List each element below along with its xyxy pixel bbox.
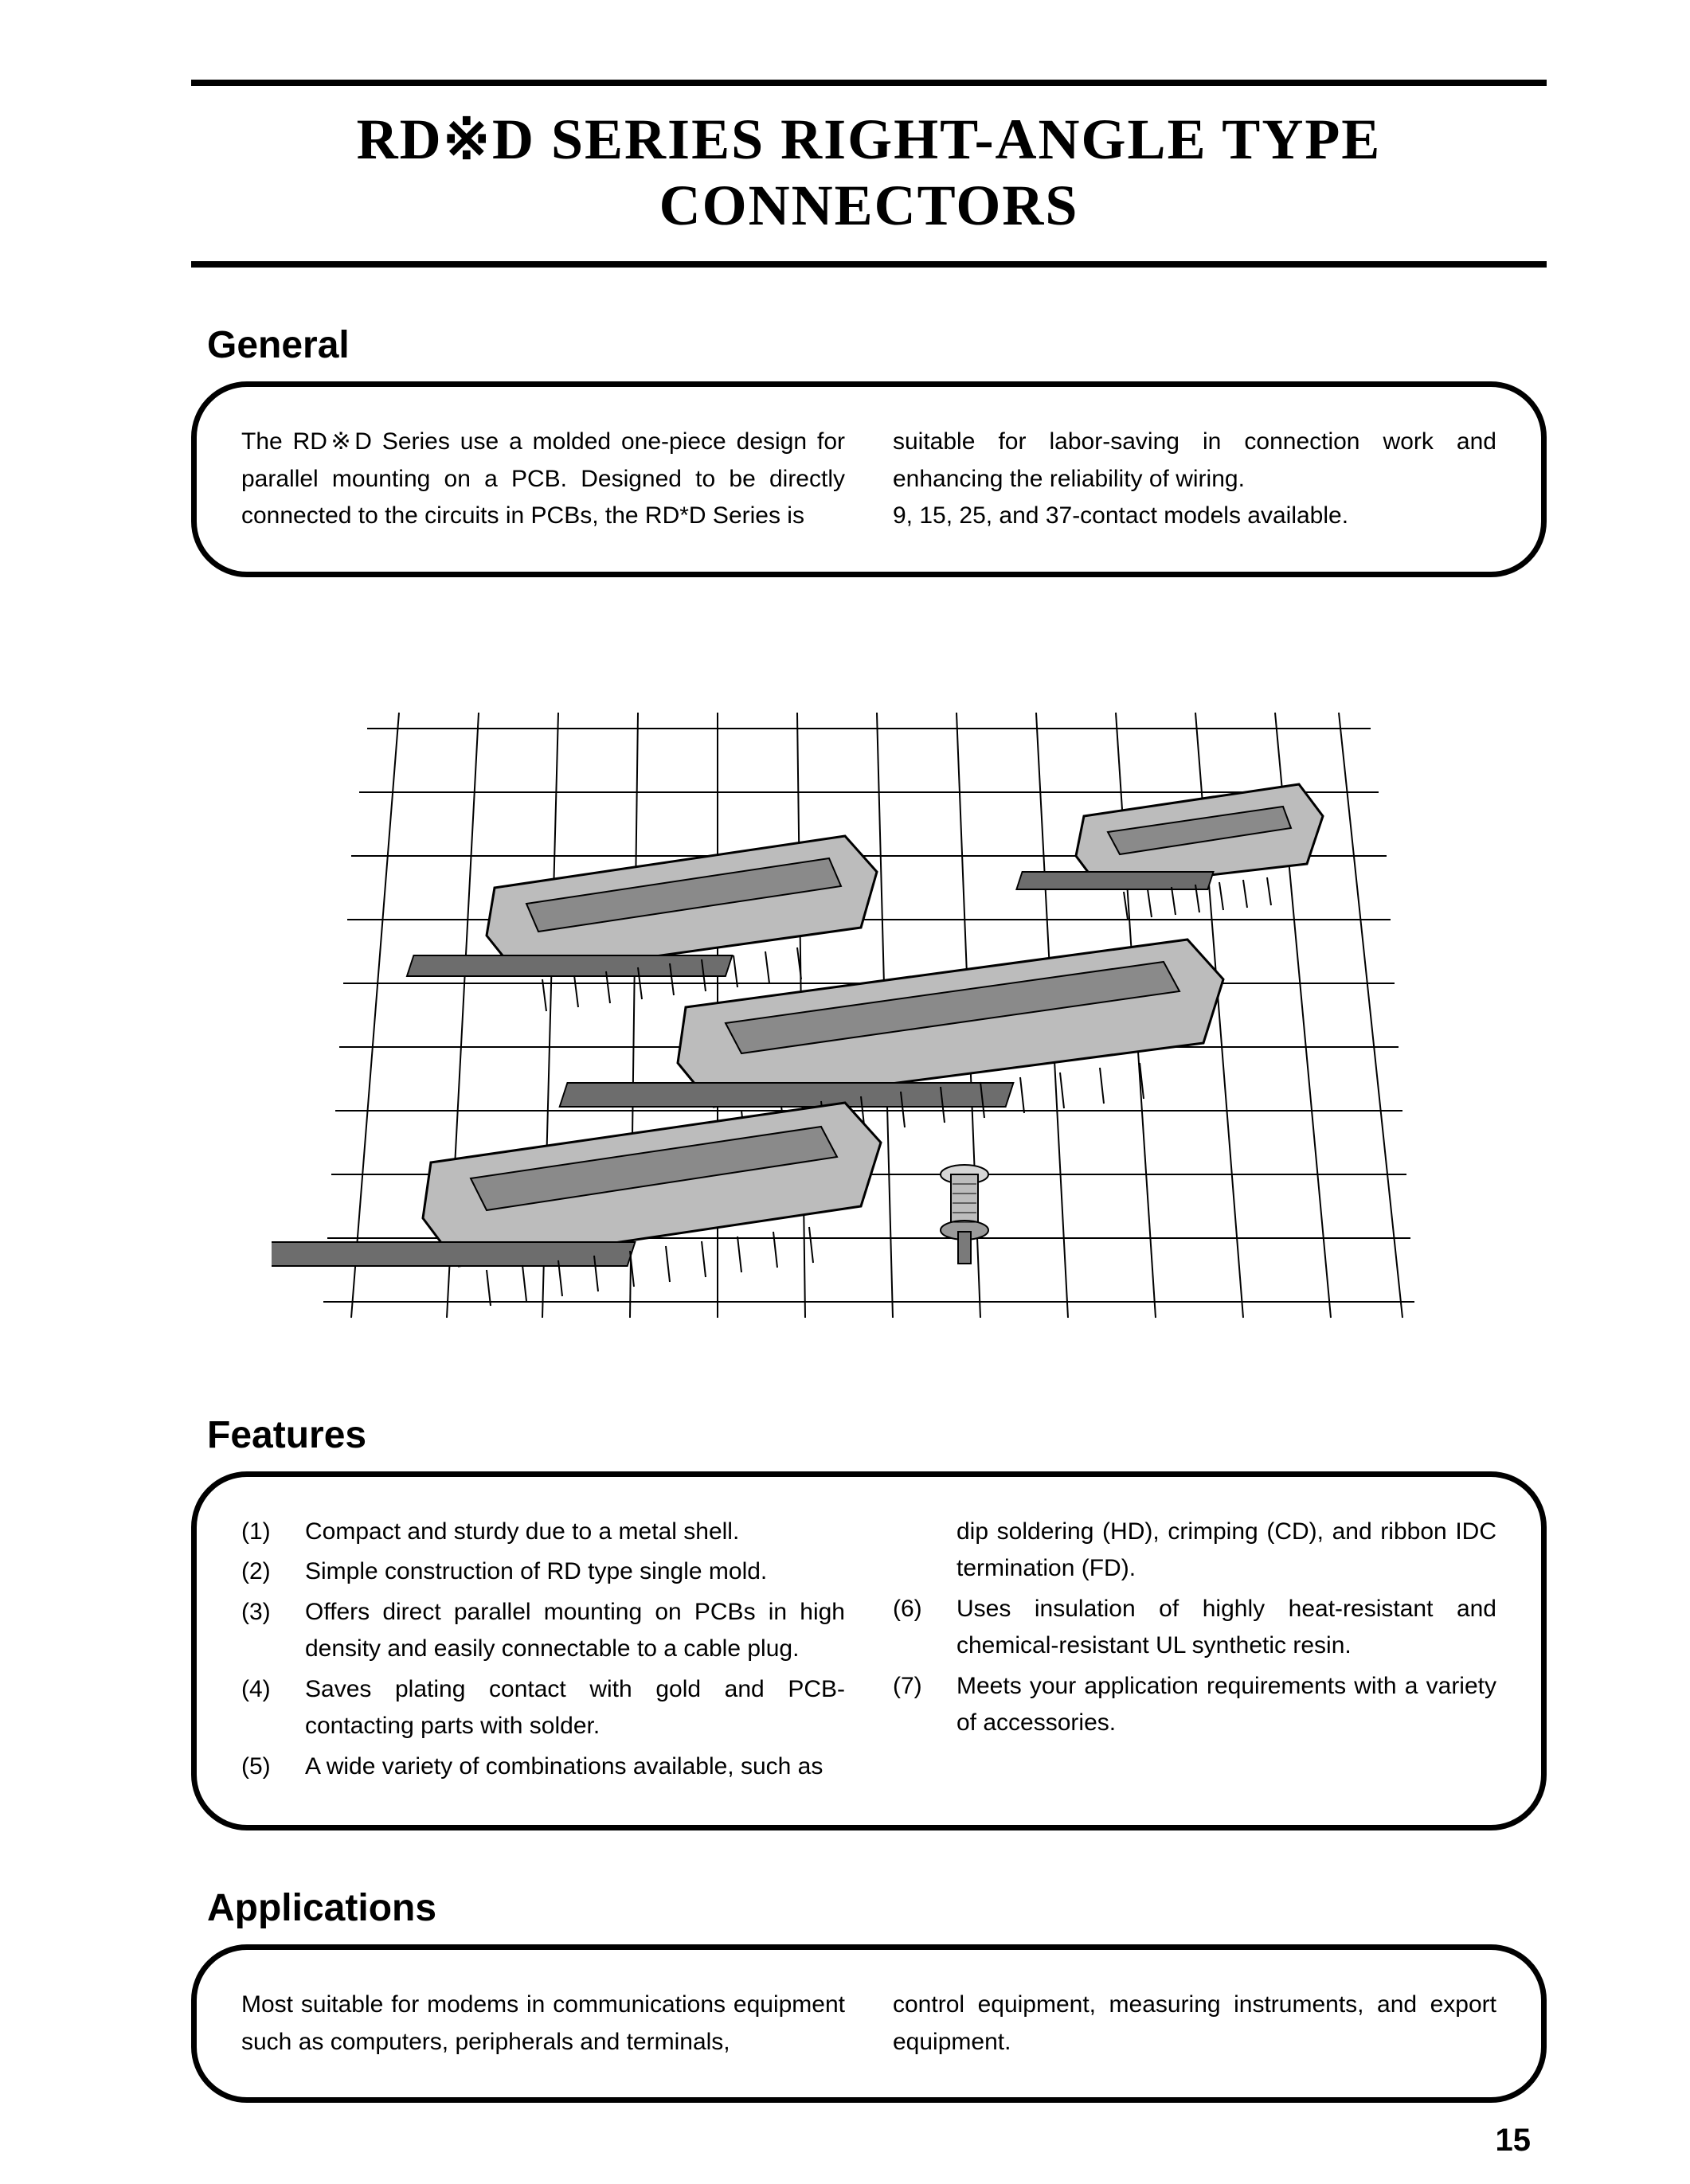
feature-num: (4) (241, 1671, 305, 1745)
feature-num: (1) (241, 1514, 305, 1551)
feature-text: Uses insulation of highly heat-resistant… (956, 1591, 1496, 1665)
feature-num (893, 1514, 956, 1588)
standoff-post-icon (941, 1165, 988, 1264)
feature-text: Meets your application requirements with… (956, 1668, 1496, 1742)
features-col2-list: dip soldering (HD), crimping (CD), and r… (893, 1514, 1496, 1742)
applications-box: Most suitable for modems in communicatio… (191, 1944, 1547, 2103)
feature-num: (3) (241, 1594, 305, 1668)
page-title-block: RD※D SERIES RIGHT-ANGLE TYPE CONNECTORS (191, 80, 1547, 268)
general-col1: The RD※D Series use a molded one-piece d… (241, 424, 845, 535)
feature-item: (6)Uses insulation of highly heat-resist… (893, 1591, 1496, 1665)
applications-col1: Most suitable for modems in communicatio… (241, 1987, 845, 2061)
general-col2: suitable for labor-saving in connection … (893, 424, 1496, 535)
connector-37pin-icon (272, 1103, 881, 1306)
feature-item: (5)A wide variety of combinations availa… (241, 1748, 845, 1786)
feature-text: Saves plating contact with gold and PCB-… (305, 1671, 845, 1745)
features-col1-list: (1)Compact and sturdy due to a metal she… (241, 1514, 845, 1786)
feature-text: Compact and sturdy due to a metal shell. (305, 1514, 845, 1551)
connector-9pin-icon (1016, 784, 1323, 920)
feature-num: (6) (893, 1591, 956, 1665)
feature-item: (7)Meets your application requirements w… (893, 1668, 1496, 1742)
feature-item: (3)Offers direct parallel mounting on PC… (241, 1594, 845, 1668)
feature-text: dip soldering (HD), crimping (CD), and r… (956, 1514, 1496, 1588)
feature-item: (4)Saves plating contact with gold and P… (241, 1671, 845, 1745)
page-number: 15 (1496, 2123, 1532, 2159)
features-box: (1)Compact and sturdy due to a metal she… (191, 1471, 1547, 1831)
connector-illustration (272, 633, 1466, 1350)
features-heading: Features (207, 1413, 1547, 1457)
page-title: RD※D SERIES RIGHT-ANGLE TYPE CONNECTORS (191, 105, 1547, 239)
feature-num: (7) (893, 1668, 956, 1742)
applications-col2: control equipment, measuring instruments… (893, 1987, 1496, 2061)
general-heading: General (207, 323, 1547, 367)
applications-heading: Applications (207, 1886, 1547, 1930)
feature-text: Offers direct parallel mounting on PCBs … (305, 1594, 845, 1668)
feature-text: Simple construction of RD type single mo… (305, 1553, 845, 1591)
feature-num: (2) (241, 1553, 305, 1591)
feature-item: dip soldering (HD), crimping (CD), and r… (893, 1514, 1496, 1588)
connector-15pin-icon (407, 836, 877, 1011)
feature-item: (1)Compact and sturdy due to a metal she… (241, 1514, 845, 1551)
general-box: The RD※D Series use a molded one-piece d… (191, 381, 1547, 577)
feature-text: A wide variety of combinations available… (305, 1748, 845, 1786)
feature-num: (5) (241, 1748, 305, 1786)
feature-item: (2)Simple construction of RD type single… (241, 1553, 845, 1591)
